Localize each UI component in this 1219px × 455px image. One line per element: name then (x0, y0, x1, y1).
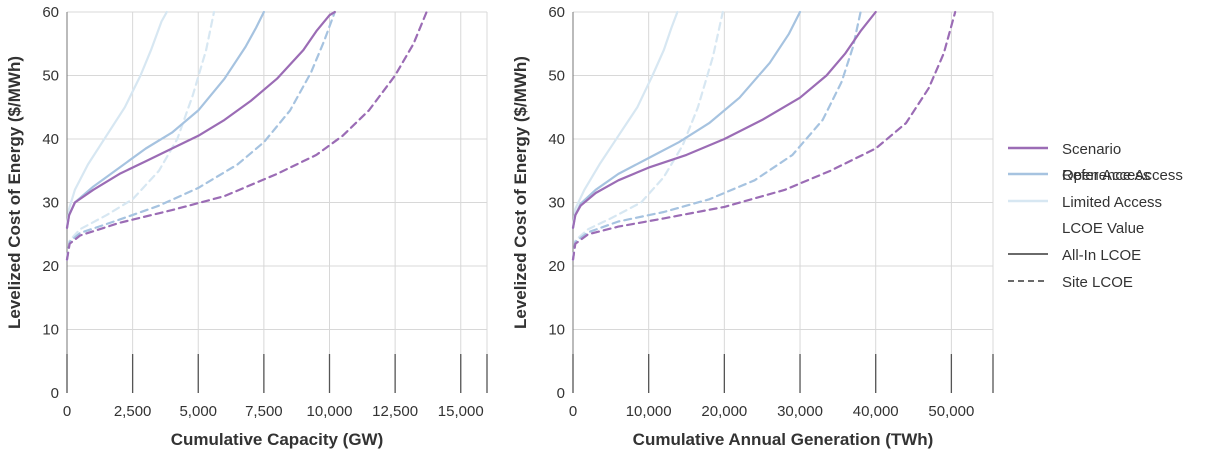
x-axis-title: Cumulative Annual Generation (TWh) (633, 430, 934, 449)
legend-label-all-in-lcoe: All-In LCOE (1062, 247, 1141, 264)
x-tick-label: 5,000 (179, 403, 217, 420)
series-limited-access-all-in-lcoe (571, 10, 679, 229)
x-tick-label: 15,000 (438, 403, 484, 420)
x-tick-label: 10,000 (307, 403, 353, 420)
x-tick-label: 10,000 (626, 403, 672, 420)
x-tick-label: 12,500 (372, 403, 418, 420)
y-tick-label: 0 (557, 385, 565, 402)
y-tick-label: 30 (548, 195, 565, 212)
y-tick-label: 20 (548, 258, 565, 275)
y-tick-label: 40 (42, 131, 59, 148)
legend-scenario-title: Scenario (1062, 141, 1121, 158)
legend-label-reference-access: Reference Access (1062, 167, 1183, 184)
y-axis-title: Levelized Cost of Energy ($/MWh) (5, 56, 24, 329)
y-tick-label: 10 (42, 322, 59, 339)
series-reference-access-site-lcoe (571, 10, 862, 261)
y-axis-title: Levelized Cost of Energy ($/MWh) (511, 56, 530, 329)
series-reference-access-all-in-lcoe (65, 10, 265, 229)
y-tick-label: 50 (548, 68, 565, 85)
series-open-access-site-lcoe (65, 10, 428, 261)
legend-label-limited-access: Limited Access (1062, 194, 1162, 211)
series-reference-access-site-lcoe (65, 10, 336, 261)
y-tick-label: 20 (42, 258, 59, 275)
x-tick-label: 0 (63, 403, 71, 420)
y-tick-label: 60 (548, 4, 565, 21)
x-tick-label: 50,000 (928, 403, 974, 420)
series-open-access-site-lcoe (571, 10, 957, 261)
capacity-chart: 0 10 20 30 40 50 60 0 2,500 5,000 7,500 10,000 12,50… (5, 4, 488, 449)
series-open-access-all-in-lcoe (571, 10, 877, 229)
y-tick-label: 40 (548, 131, 565, 148)
x-axis-title: Cumulative Capacity (GW) (171, 430, 384, 449)
series-open-access-all-in-lcoe (65, 10, 336, 229)
x-tick-label: 2,500 (114, 403, 152, 420)
series-limited-access-site-lcoe (65, 10, 216, 261)
legend-lcoe-title: LCOE Value (1062, 220, 1144, 237)
y-tick-label: 0 (51, 385, 59, 402)
y-tick-label: 10 (548, 322, 565, 339)
y-tick-label: 60 (42, 4, 59, 21)
series-limited-access-site-lcoe (571, 10, 724, 261)
legend: Scenario Open Access Reference Access Li… (1008, 141, 1183, 291)
legend-label-open-access: Open Access (1062, 167, 1150, 184)
x-tick-label: 20,000 (701, 403, 747, 420)
series-reference-access-all-in-lcoe (571, 10, 802, 229)
y-tick-label: 50 (42, 68, 59, 85)
x-tick-label: 0 (569, 403, 577, 420)
x-tick-label: 30,000 (777, 403, 823, 420)
x-tick-label: 40,000 (853, 403, 899, 420)
y-tick-label: 30 (42, 195, 59, 212)
legend-label-site-lcoe: Site LCOE (1062, 274, 1133, 291)
series-limited-access-all-in-lcoe (65, 10, 168, 229)
generation-chart: 0 10 20 30 40 50 60 0 10,000 20,000 30,000 40,000 50… (511, 4, 994, 449)
x-tick-label: 7,500 (245, 403, 283, 420)
